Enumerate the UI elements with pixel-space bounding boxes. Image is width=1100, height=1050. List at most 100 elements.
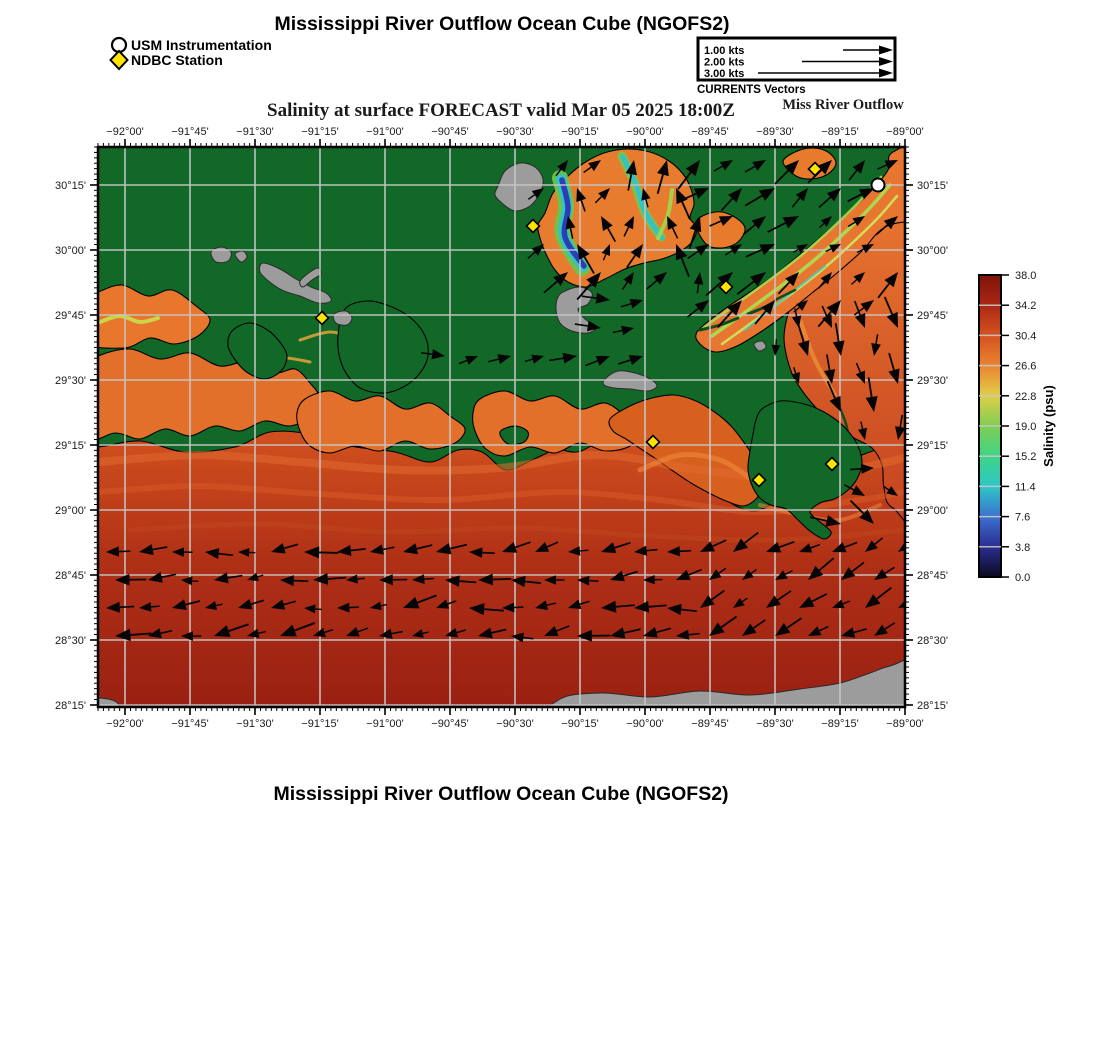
vector-head: [796, 300, 808, 311]
current-vector: [857, 421, 868, 440]
vector-tail: [785, 569, 793, 576]
vector-head: [733, 538, 749, 552]
vector-head: [676, 188, 688, 205]
current-vector: [337, 544, 366, 557]
vector-tail: [584, 360, 598, 367]
vector-head: [629, 298, 643, 309]
colorbar-tick-label: 7.6: [1015, 512, 1030, 524]
vector-head: [172, 547, 185, 557]
current-vector: [574, 320, 601, 332]
vector-key-title: CURRENTS Vectors: [697, 84, 806, 96]
vector-head: [742, 623, 757, 636]
current-vector: [577, 629, 611, 642]
vector-head: [709, 622, 725, 636]
grid-lines: [98, 147, 905, 707]
vector-head: [829, 395, 841, 412]
vector-tail: [877, 283, 890, 299]
vector-tail: [774, 169, 790, 185]
vector-tail: [875, 224, 888, 236]
current-vector: [403, 543, 433, 555]
vector-tail: [357, 577, 365, 580]
vector-tail: [720, 615, 738, 629]
vector-head: [719, 160, 733, 171]
vector-head: [832, 599, 845, 609]
vector-head: [865, 594, 881, 608]
vector-tail: [720, 197, 734, 212]
vector-head: [544, 625, 559, 637]
vector-head: [346, 574, 358, 584]
vector-tail: [745, 249, 763, 258]
x-tick-label-bottom: −92°00': [106, 718, 143, 730]
vector-head: [595, 355, 610, 366]
land-mississippi-delta: [747, 400, 863, 540]
vector-tail: [250, 599, 265, 605]
current-vector: [581, 292, 610, 304]
vector-tail: [736, 280, 755, 296]
vector-head: [445, 627, 459, 638]
vector-head: [883, 216, 898, 230]
vector-tail: [844, 541, 858, 548]
vector-head: [886, 311, 898, 328]
vector-head: [667, 603, 682, 616]
y-tick-label-left: 30°15': [55, 180, 86, 192]
vector-tail: [380, 603, 387, 607]
vector-head: [238, 598, 253, 610]
current-vector: [445, 627, 466, 638]
current-vector: [172, 547, 193, 557]
current-vector: [584, 355, 610, 367]
current-vector: [832, 323, 845, 356]
vector-head: [610, 627, 626, 639]
vector-tail: [853, 300, 861, 316]
vector-head: [535, 542, 550, 552]
vector-tail: [818, 196, 832, 209]
vector-tail: [752, 619, 766, 629]
vector-head: [544, 575, 556, 585]
y-tick-label-left: 28°45': [55, 570, 86, 582]
vector-head: [766, 541, 782, 553]
vector-tail: [909, 537, 920, 544]
current-vector: [535, 541, 559, 552]
vector-tail: [645, 199, 649, 208]
vector-head: [304, 604, 316, 614]
vector-tail: [227, 574, 243, 579]
current-vector: [304, 604, 323, 614]
current-vector: [610, 627, 641, 639]
accent-sound-cyan: [744, 265, 826, 331]
current-vector: [850, 463, 874, 474]
accent-gulf-band-3: [127, 521, 905, 543]
current-vector: [139, 602, 160, 612]
vector-tail: [867, 377, 873, 398]
ndbc-diamond-icon: [109, 49, 129, 71]
vector-tail: [777, 281, 790, 295]
vector-head: [871, 343, 881, 356]
vector-tail: [793, 367, 797, 374]
vector-tail: [883, 485, 890, 491]
current-vector: [172, 599, 201, 611]
vector-head: [370, 601, 382, 611]
vector-tail: [523, 636, 534, 640]
x-tick-label-bottom: −89°15': [821, 718, 858, 730]
current-vector: [238, 598, 265, 610]
current-vector: [238, 547, 256, 557]
current-vector: [643, 575, 663, 585]
current-vector: [106, 546, 131, 557]
x-tick-label-top: −91°30': [236, 126, 273, 138]
vector-head: [624, 216, 634, 230]
island-west-island-a: [210, 246, 232, 264]
vector-tail: [850, 279, 858, 285]
vector-tail: [602, 254, 607, 261]
vector-head: [693, 188, 709, 199]
colorbar-tick-label: 26.6: [1015, 361, 1036, 373]
vector-tail: [555, 168, 562, 177]
current-vector: [841, 627, 867, 638]
x-tick-label-top: −90°00': [626, 126, 663, 138]
x-tick-label-bottom: −91°00': [366, 718, 403, 730]
vector-head: [785, 272, 799, 287]
vector-tail: [848, 169, 858, 181]
y-tick-label-left: 29°30': [55, 375, 86, 387]
vector-tail: [709, 220, 722, 227]
current-vector: [601, 216, 617, 243]
vector-tail: [382, 546, 395, 551]
vector-tail: [574, 323, 588, 327]
current-vector: [370, 601, 387, 611]
